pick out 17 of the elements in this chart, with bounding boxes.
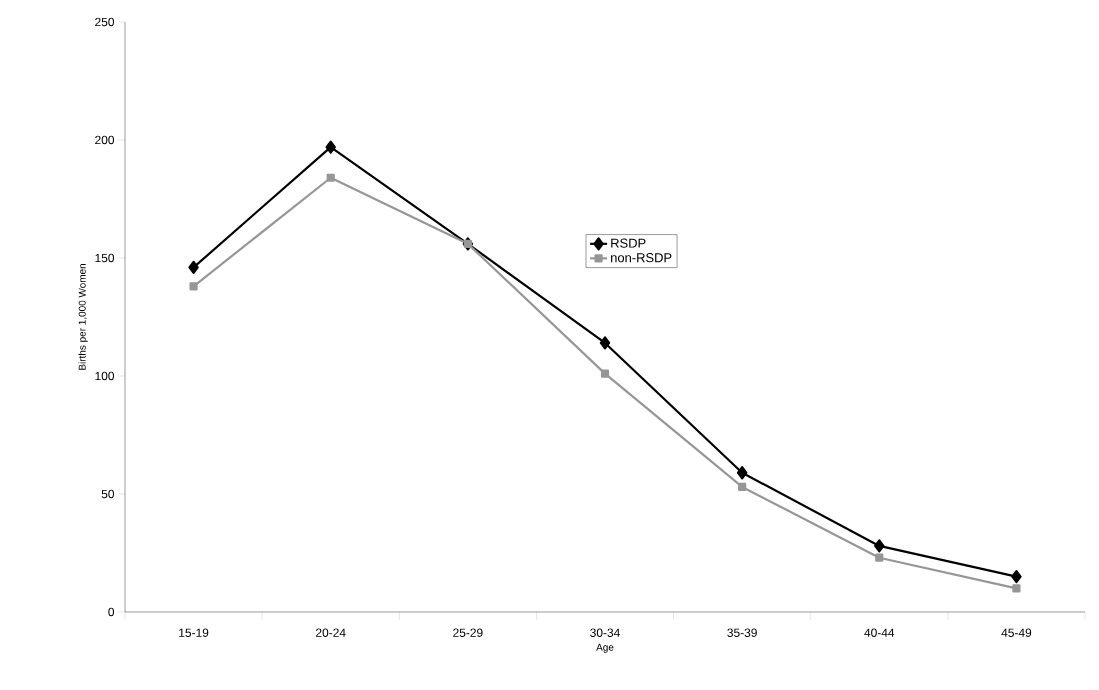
legend-label: non-RSDP	[611, 253, 672, 263]
y-tick-label: 0	[108, 607, 115, 617]
y-axis-title: Births per 1,000 Women	[78, 264, 88, 370]
y-tick-label: 50	[101, 489, 115, 499]
y-tick-label: 100	[95, 371, 115, 381]
x-tick-label: 15-19	[179, 628, 209, 637]
legend-label: RSDP	[611, 238, 646, 248]
y-tick-label: 200	[95, 135, 115, 145]
x-tick-label: 45-49	[1001, 628, 1032, 637]
x-tick-label: 35-39	[727, 628, 757, 637]
x-axis-title: Age	[596, 643, 614, 653]
y-tick-label: 150	[95, 253, 115, 263]
x-tick-label: 40-44	[864, 628, 895, 637]
x-tick-label: 25-29	[453, 628, 483, 637]
x-tick-label: 20-24	[316, 628, 346, 637]
y-tick-label: 250	[95, 17, 115, 27]
x-tick-label: 30-34	[590, 628, 620, 637]
